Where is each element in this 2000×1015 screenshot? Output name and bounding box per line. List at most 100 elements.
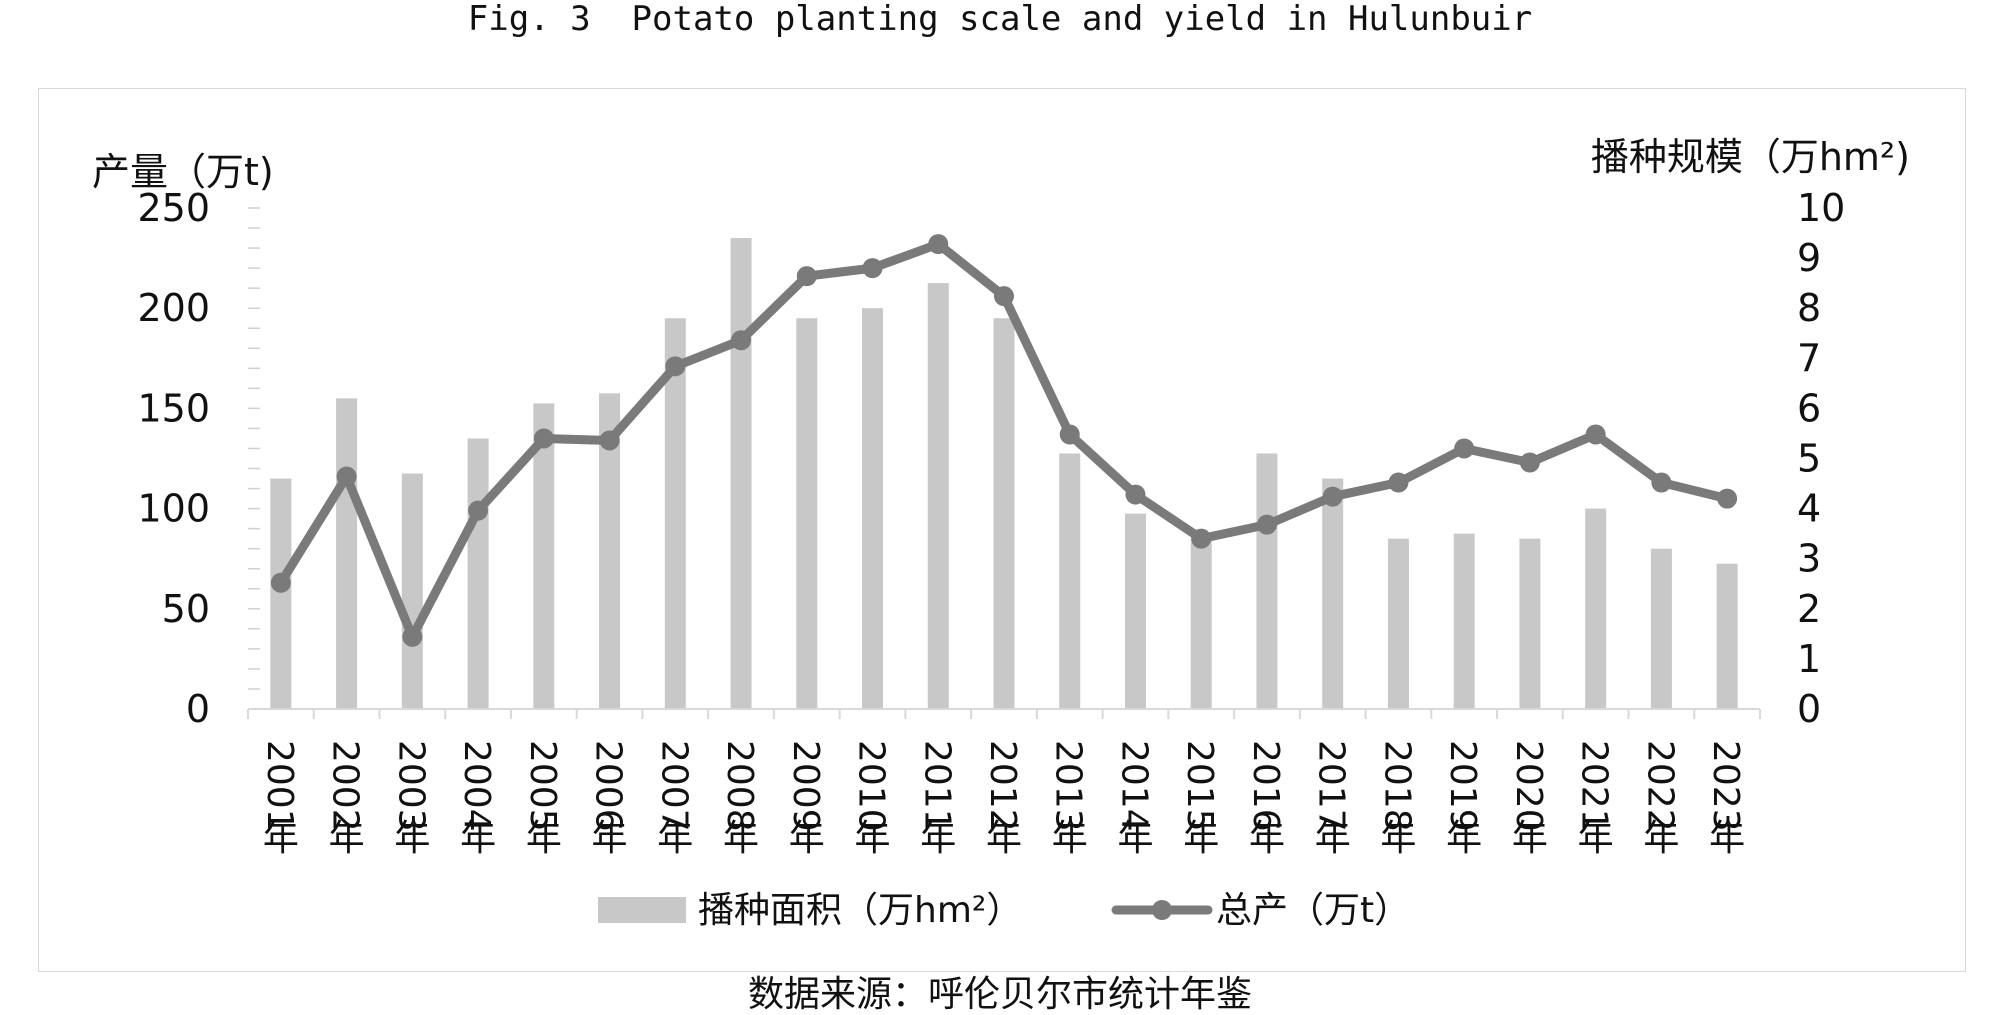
x-tick-label: 2020 <box>1508 740 1549 832</box>
bar <box>270 478 292 709</box>
svg-text:2022: 2022 <box>1639 740 1680 832</box>
x-tick-label: 2022 <box>1639 740 1680 832</box>
y-left-tick-label: 50 <box>162 587 210 631</box>
x-tick-label-suffix: 年 <box>1446 818 1482 859</box>
y-left-tick-label: 150 <box>137 386 210 430</box>
svg-text:2021: 2021 <box>1574 740 1615 832</box>
x-tick-label-suffix: 年 <box>526 818 562 859</box>
bar <box>664 318 686 709</box>
svg-text:2009: 2009 <box>785 740 826 832</box>
y-left-tick-label: 100 <box>137 487 210 531</box>
left-axis-title: 产量（万t) <box>92 150 274 194</box>
x-tick-label: 2011 <box>916 740 957 832</box>
x-tick-label: 2013 <box>1048 740 1089 832</box>
x-tick-label-suffix: 年 <box>329 818 365 859</box>
x-tick-label-suffix: 年 <box>1052 818 1088 859</box>
y-right-tick-label: 6 <box>1797 386 1821 430</box>
x-tick-label-suffix: 年 <box>1643 818 1679 859</box>
x-tick-label-suffix: 年 <box>1117 818 1153 859</box>
line-point <box>468 500 489 521</box>
line-point <box>1191 528 1212 549</box>
x-tick-label: 2021 <box>1574 740 1615 832</box>
svg-text:2008: 2008 <box>719 740 760 832</box>
bar <box>796 318 818 709</box>
line-point <box>1651 472 1672 493</box>
x-tick-label: 2006 <box>588 740 629 832</box>
svg-text:2017: 2017 <box>1311 740 1352 832</box>
bar <box>993 318 1015 709</box>
x-tick-label: 2015 <box>1179 740 1220 832</box>
x-tick-label-suffix: 年 <box>263 818 299 859</box>
bar <box>1716 563 1738 709</box>
x-tick-label-suffix: 年 <box>1512 818 1548 859</box>
x-tick-label: 2001 <box>259 740 300 832</box>
svg-text:2005: 2005 <box>522 740 563 832</box>
bar <box>336 398 358 709</box>
bar <box>862 308 884 709</box>
x-tick-label: 2004 <box>456 740 497 832</box>
svg-text:2023: 2023 <box>1705 740 1746 832</box>
x-tick-label-suffix: 年 <box>460 818 496 859</box>
bar <box>1453 533 1475 709</box>
line-point <box>665 356 686 377</box>
bar <box>927 283 949 709</box>
x-tick-label-suffix: 年 <box>986 818 1022 859</box>
y-left-tick-label: 0 <box>186 687 210 731</box>
legend-swatch-bar <box>598 897 686 923</box>
x-tick-label-suffix: 年 <box>1249 818 1285 859</box>
x-tick-label: 2005 <box>522 740 563 832</box>
x-tick-label-suffix: 年 <box>855 818 891 859</box>
y-right-tick-label: 4 <box>1797 487 1821 531</box>
x-tick-label-suffix: 年 <box>592 818 628 859</box>
y-right-tick-label: 2 <box>1797 587 1821 631</box>
x-tick-label: 2007 <box>653 740 694 832</box>
y-right-tick-label: 5 <box>1797 437 1821 481</box>
line-point <box>1059 424 1080 445</box>
right-axis-title: 播种规模（万hm²) <box>1591 135 1910 179</box>
svg-text:2006: 2006 <box>588 740 629 832</box>
y-right-tick-label: 7 <box>1797 336 1821 380</box>
y-right-tick-label: 1 <box>1797 637 1821 681</box>
svg-text:2015: 2015 <box>1179 740 1220 832</box>
svg-text:2012: 2012 <box>982 740 1023 832</box>
bar <box>599 393 621 709</box>
line-point <box>928 234 949 255</box>
legend-swatch-marker <box>1152 900 1172 920</box>
line-point <box>1125 484 1146 505</box>
y-right-tick-label: 9 <box>1797 236 1821 280</box>
x-tick-label: 2023 <box>1705 740 1746 832</box>
chart-frame <box>38 88 1966 972</box>
svg-text:2014: 2014 <box>1113 740 1154 832</box>
svg-text:2007: 2007 <box>653 740 694 832</box>
line-point <box>533 428 554 449</box>
bar <box>730 238 752 709</box>
x-tick-label-suffix: 年 <box>1578 818 1614 859</box>
svg-text:2010: 2010 <box>851 740 892 832</box>
bar <box>1585 508 1607 709</box>
x-tick-label-suffix: 年 <box>1315 818 1351 859</box>
y-right-tick-label: 3 <box>1797 537 1821 581</box>
x-tick-label: 2010 <box>851 740 892 832</box>
line-point <box>1256 514 1277 535</box>
y-left-tick-label: 200 <box>137 286 210 330</box>
line-point <box>270 572 291 593</box>
legend-label-bar: 播种面积（万hm²） <box>698 890 1022 931</box>
chart: 产量（万t) 播种规模（万hm²) 0 50 100 150 200 250 0 1 2 3 4 5… <box>92 135 1910 931</box>
line-point <box>1519 452 1540 473</box>
svg-text:2013: 2013 <box>1048 740 1089 832</box>
svg-text:2011: 2011 <box>916 740 957 832</box>
bar <box>1124 513 1146 709</box>
bar <box>1190 538 1212 709</box>
svg-text:2004: 2004 <box>456 740 497 832</box>
line-point <box>1717 488 1738 509</box>
line-point <box>1388 472 1409 493</box>
svg-text:2002: 2002 <box>325 740 366 832</box>
bar <box>533 403 555 709</box>
line-point <box>336 466 357 487</box>
svg-text:2019: 2019 <box>1442 740 1483 832</box>
figure-title: Fig. 3 Potato planting scale and yield i… <box>467 0 1533 39</box>
x-tick-label: 2002 <box>325 740 366 832</box>
y-right-tick-label: 8 <box>1797 286 1821 330</box>
line-point <box>862 258 883 279</box>
line-point <box>1585 424 1606 445</box>
